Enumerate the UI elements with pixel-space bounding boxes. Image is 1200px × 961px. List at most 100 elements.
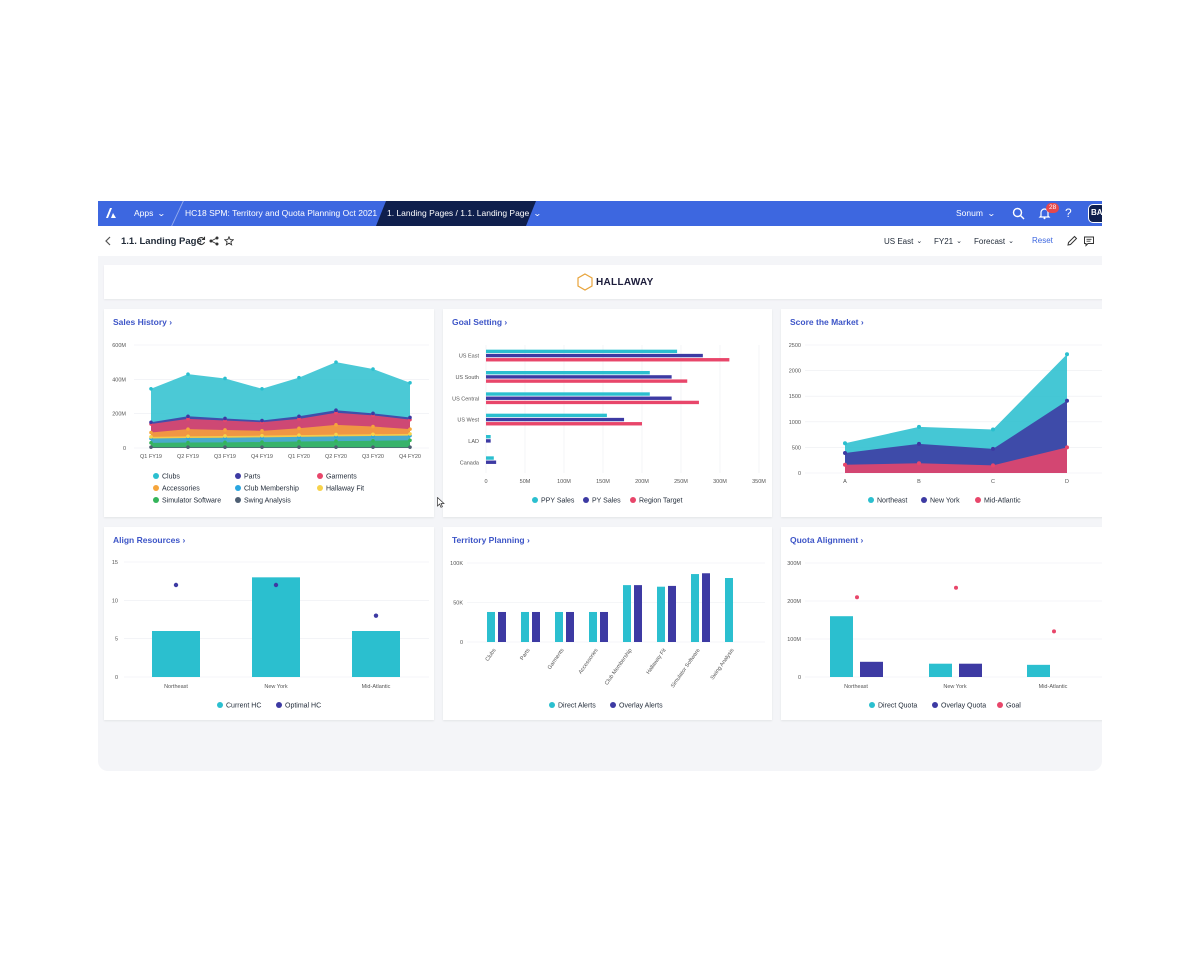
avatar[interactable]: BA <box>1088 204 1102 223</box>
y-tick-label: 0 <box>115 675 118 681</box>
reset-button[interactable]: Reset <box>1032 236 1053 245</box>
x-tick-label: 100M <box>557 479 571 485</box>
x-tick-label: 0 <box>484 479 487 485</box>
active-page-tab[interactable] <box>376 201 536 226</box>
point-swing-analysis <box>186 445 190 449</box>
bar-current-hc <box>252 577 300 677</box>
x-tick-label: 250M <box>674 479 688 485</box>
apps-label: Apps <box>134 208 154 218</box>
comment-icon[interactable] <box>1083 235 1095 247</box>
chevron-down-icon: ⌄ <box>956 238 962 245</box>
territory-planning-chart: 100K 50K 0 Clubs Parts Garments Accessories Clu… <box>450 561 765 710</box>
legend-label-swing-analysis: Swing Analysis <box>244 498 291 505</box>
user-label: Sonum <box>956 208 983 218</box>
legend-swatch-garments <box>317 473 323 479</box>
score-market-title[interactable]: Score the Market › <box>790 317 864 327</box>
point-hallaway-fit <box>186 434 190 439</box>
bar-ppy-sales <box>486 435 491 439</box>
point-clubs <box>297 375 301 380</box>
legend-label-new-york: New York <box>930 498 960 505</box>
quota-alignment-title[interactable]: Quota Alignment › <box>790 535 864 545</box>
bar-direct-quota <box>929 663 952 677</box>
region-filter[interactable]: US East ⌄ <box>884 234 922 248</box>
x-tick-label: Hallaway Fit <box>646 647 668 675</box>
chevron-down-icon: ⌄ <box>157 209 167 218</box>
legend-label-garments: Garments <box>326 474 357 481</box>
x-tick-label: Q3 FY19 <box>214 454 236 460</box>
territory-planning-title[interactable]: Territory Planning › <box>452 535 530 545</box>
point-garments <box>297 417 301 421</box>
bar-overlay-alerts <box>702 573 710 642</box>
point-simulator-software <box>149 441 153 445</box>
breadcrumb-app[interactable]: HC18 SPM: Territory and Quota Planning O… <box>185 201 390 226</box>
legend-label-py-sales: PY Sales <box>592 498 621 505</box>
x-tick-label: Swing Analysis <box>710 648 736 682</box>
y-tick-label: 400M <box>112 377 126 383</box>
legend-swatch-ppy-sales <box>532 497 538 503</box>
point-swing-analysis <box>297 445 301 449</box>
region-filter-label: US East <box>884 236 914 246</box>
apps-menu[interactable]: Apps ⌄ <box>134 201 167 226</box>
area-swing-analysis <box>151 447 410 448</box>
legend-label-club-membership: Club Membership <box>244 486 299 493</box>
point-accessories <box>223 428 227 432</box>
back-arrow-icon[interactable] <box>104 236 112 246</box>
year-filter[interactable]: FY21 ⌄ <box>934 234 962 248</box>
bar-py-sales <box>486 417 625 422</box>
app-logo-icon[interactable] <box>104 206 118 220</box>
legend-label-northeast: Northeast <box>877 498 907 505</box>
user-menu[interactable]: Sonum ⌄ <box>956 201 996 226</box>
point-northeast <box>843 441 847 446</box>
point-new-york <box>917 441 921 446</box>
point-accessories <box>260 429 264 433</box>
y-tick-label: 0 <box>123 446 126 452</box>
bar-direct-alerts <box>725 578 733 642</box>
legend-swatch-goal <box>997 702 1003 708</box>
x-tick-label: Q2 FY20 <box>325 454 347 460</box>
point-northeast <box>1065 352 1069 357</box>
sales-history-chart: 600M 400M 200M 0 Q1 FY19 Q2 FY19 Q3 FY19 Q4 FY1… <box>112 343 429 505</box>
star-icon[interactable] <box>224 236 234 246</box>
breadcrumb-page[interactable]: 1. Landing Pages / 1.1. Landing Page ⌄ <box>387 201 542 226</box>
y-tick-label: 10 <box>112 598 118 604</box>
align-resources-title[interactable]: Align Resources › <box>113 535 186 545</box>
search-icon[interactable] <box>1012 207 1025 220</box>
point-clubs <box>408 380 412 385</box>
legend-swatch-overlay-alerts <box>610 702 616 708</box>
breadcrumb-page-label: 1. Landing Pages / 1.1. Landing Page <box>387 208 530 218</box>
legend-swatch-northeast <box>868 497 874 503</box>
help-icon[interactable]: ? <box>1065 206 1072 220</box>
bar-direct-quota <box>830 616 853 677</box>
refresh-icon[interactable] <box>196 236 206 246</box>
x-tick-label: A <box>843 479 847 485</box>
sales-history-title[interactable]: Sales History › <box>113 317 173 327</box>
legend-swatch-direct-quota <box>869 702 875 708</box>
y-tick-label: 100M <box>787 637 801 643</box>
y-tick-label: 200M <box>787 599 801 605</box>
point-clubs <box>223 376 227 381</box>
y-tick-label: 300M <box>787 561 801 567</box>
bar-direct-alerts <box>487 611 495 642</box>
y-tick-label: 50K <box>453 601 463 607</box>
y-tick-label: 2000 <box>789 369 801 375</box>
x-tick-label: Accessories <box>578 648 600 676</box>
goal-setting-title[interactable]: Goal Setting › <box>452 317 508 327</box>
y-tick-label: 600M <box>112 343 126 349</box>
point-clubs <box>371 367 375 371</box>
legend-label-hallaway-fit: Hallaway Fit <box>326 486 364 493</box>
y-tick-label: 2500 <box>789 343 801 349</box>
point-simulator-software <box>186 440 190 445</box>
bar-overlay-quota <box>860 661 883 677</box>
bar-py-sales <box>486 460 497 464</box>
edit-pencil-icon[interactable] <box>1066 235 1078 247</box>
legend-label-parts: Parts <box>244 474 261 481</box>
version-filter[interactable]: Forecast ⌄ <box>974 234 1014 248</box>
brand-banner: HALLAWAY <box>104 265 1102 299</box>
bar-py-sales <box>486 396 672 400</box>
share-icon[interactable] <box>209 236 219 246</box>
y-tick-label: LAD <box>468 439 479 445</box>
bar-overlay-alerts <box>634 585 642 642</box>
point-clubs <box>334 360 338 364</box>
point-northeast <box>917 424 921 429</box>
bar-region-target <box>486 379 688 383</box>
